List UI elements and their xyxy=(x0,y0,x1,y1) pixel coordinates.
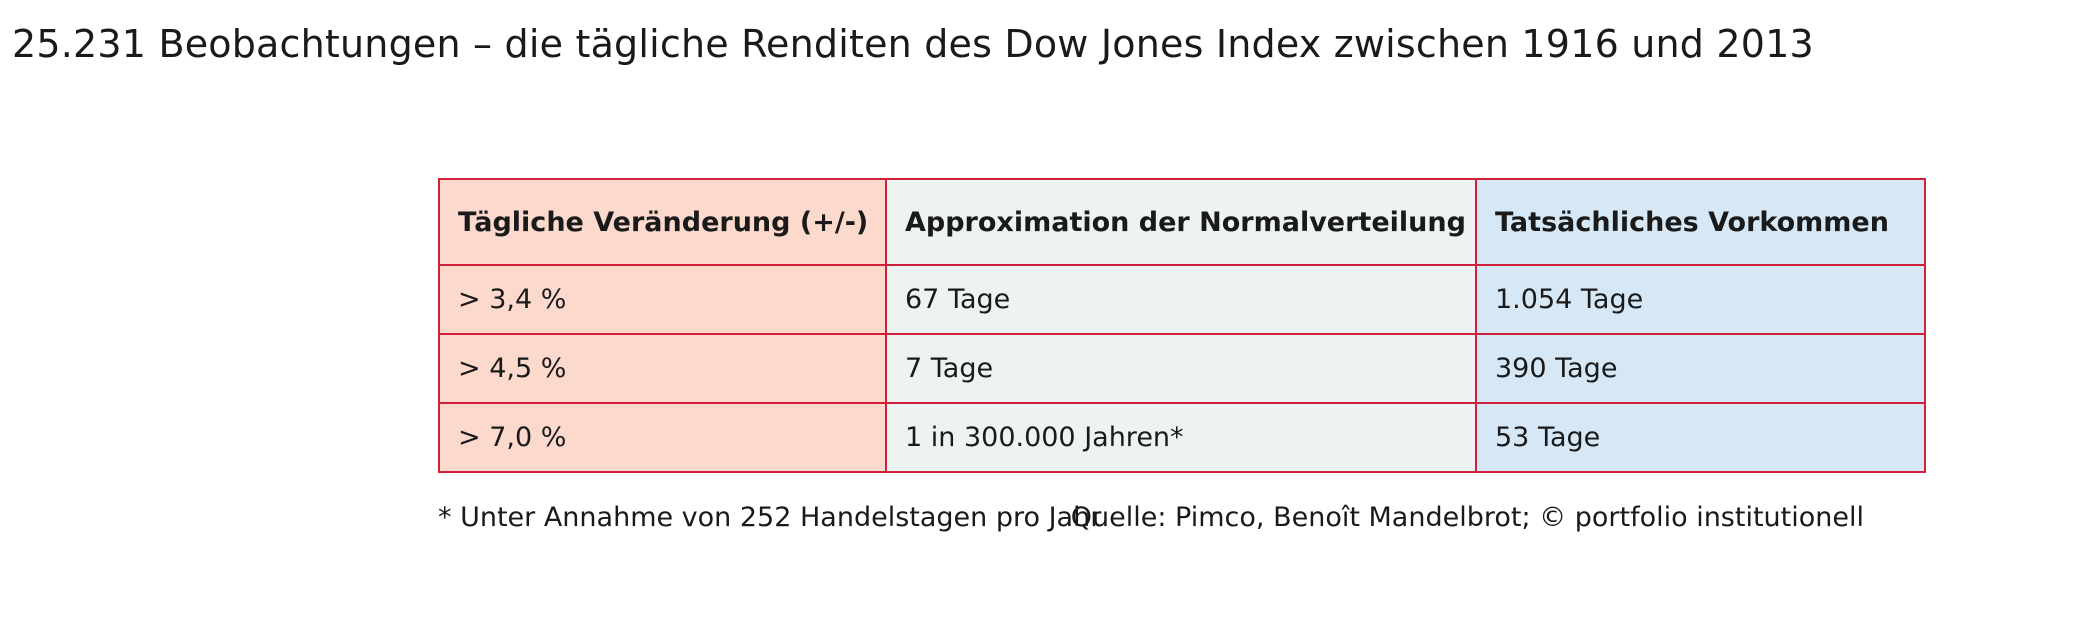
cell-normal-approximation: 67 Tage xyxy=(885,264,1477,335)
data-table: Tägliche Veränderung (+/-) Approximation… xyxy=(438,178,1926,473)
cell-normal-approximation: 7 Tage xyxy=(885,333,1477,404)
table-row: > 3,4 % 67 Tage 1.054 Tage xyxy=(438,264,1926,335)
cell-daily-change: > 7,0 % xyxy=(438,402,887,473)
header-actual-occurrence: Tatsächliches Vorkommen xyxy=(1475,178,1926,266)
cell-actual-occurrence: 390 Tage xyxy=(1475,333,1926,404)
data-table-container: Tägliche Veränderung (+/-) Approximation… xyxy=(438,178,1926,473)
table-row: > 4,5 % 7 Tage 390 Tage xyxy=(438,333,1926,404)
cell-daily-change: > 4,5 % xyxy=(438,333,887,404)
source-credit: Quelle: Pimco, Benoît Mandelbrot; © port… xyxy=(1070,502,1864,533)
table-row: > 7,0 % 1 in 300.000 Jahren* 53 Tage xyxy=(438,402,1926,473)
header-normal-approximation: Approximation der Normalverteilung xyxy=(885,178,1477,266)
table-header-row: Tägliche Veränderung (+/-) Approximation… xyxy=(438,178,1926,266)
page-title: 25.231 Beobachtungen – die tägliche Rend… xyxy=(12,22,1814,66)
cell-normal-approximation: 1 in 300.000 Jahren* xyxy=(885,402,1477,473)
footnote: * Unter Annahme von 252 Handelstagen pro… xyxy=(438,502,1102,533)
cell-daily-change: > 3,4 % xyxy=(438,264,887,335)
cell-actual-occurrence: 1.054 Tage xyxy=(1475,264,1926,335)
header-daily-change: Tägliche Veränderung (+/-) xyxy=(438,178,887,266)
cell-actual-occurrence: 53 Tage xyxy=(1475,402,1926,473)
